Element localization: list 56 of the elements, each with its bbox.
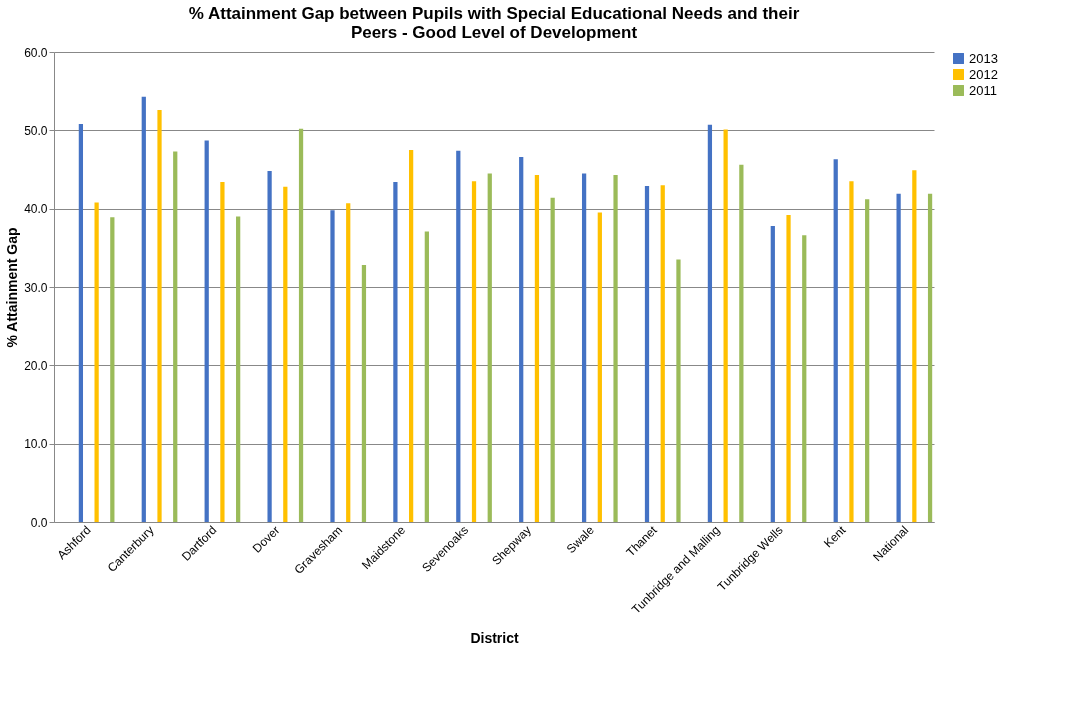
bar — [660, 185, 665, 522]
bar — [849, 181, 854, 522]
y-tick-label: 40.0 — [24, 202, 48, 217]
bar — [912, 170, 917, 522]
bar — [534, 174, 540, 522]
bar — [723, 129, 728, 522]
x-axis-title: District — [470, 629, 519, 646]
y-tick-label: 50.0 — [24, 123, 48, 138]
bar — [110, 217, 115, 522]
bar — [173, 151, 178, 522]
bar — [236, 216, 241, 522]
bar — [487, 173, 492, 522]
bar — [78, 124, 84, 522]
bar — [298, 128, 304, 522]
y-tick-label: 20.0 — [24, 358, 48, 373]
bar — [707, 124, 713, 522]
bar — [346, 203, 351, 522]
bar — [94, 202, 99, 522]
bar — [644, 185, 650, 522]
bar — [157, 109, 162, 522]
text: % Attainment Gap between Pupils with Special Educational Needs and their — [188, 4, 800, 23]
bar — [786, 214, 791, 522]
bar — [267, 171, 272, 522]
y-tick-label: 60.0 — [24, 45, 48, 60]
bar — [409, 149, 414, 522]
bar — [330, 210, 335, 522]
bar — [896, 193, 901, 522]
bar — [393, 182, 398, 522]
text: Peers - Good Level of Development — [350, 23, 638, 42]
y-axis-title: % Attainment Gap — [4, 227, 21, 348]
bar — [361, 265, 367, 522]
bar — [204, 140, 209, 522]
legend-label: 2011 — [969, 82, 997, 98]
bar — [456, 150, 461, 522]
bar — [676, 259, 681, 522]
bar — [220, 182, 225, 522]
bar — [865, 199, 870, 522]
y-tick-label: 30.0 — [24, 280, 48, 295]
y-tick-label: 0.0 — [30, 515, 48, 530]
bar — [770, 225, 775, 522]
bar — [613, 174, 618, 522]
legend-label: 2012 — [969, 66, 998, 82]
bar — [283, 186, 288, 522]
bar — [424, 231, 429, 522]
bar — [581, 173, 587, 522]
bar — [927, 193, 933, 522]
bar — [833, 159, 838, 522]
bar — [739, 164, 744, 522]
bar — [519, 156, 524, 522]
bar — [471, 181, 477, 522]
y-tick-label: 10.0 — [24, 437, 48, 452]
bar — [550, 197, 555, 522]
bar — [802, 235, 807, 522]
bar — [597, 212, 602, 522]
legend-label: 2013 — [969, 50, 998, 66]
bar — [141, 96, 146, 522]
